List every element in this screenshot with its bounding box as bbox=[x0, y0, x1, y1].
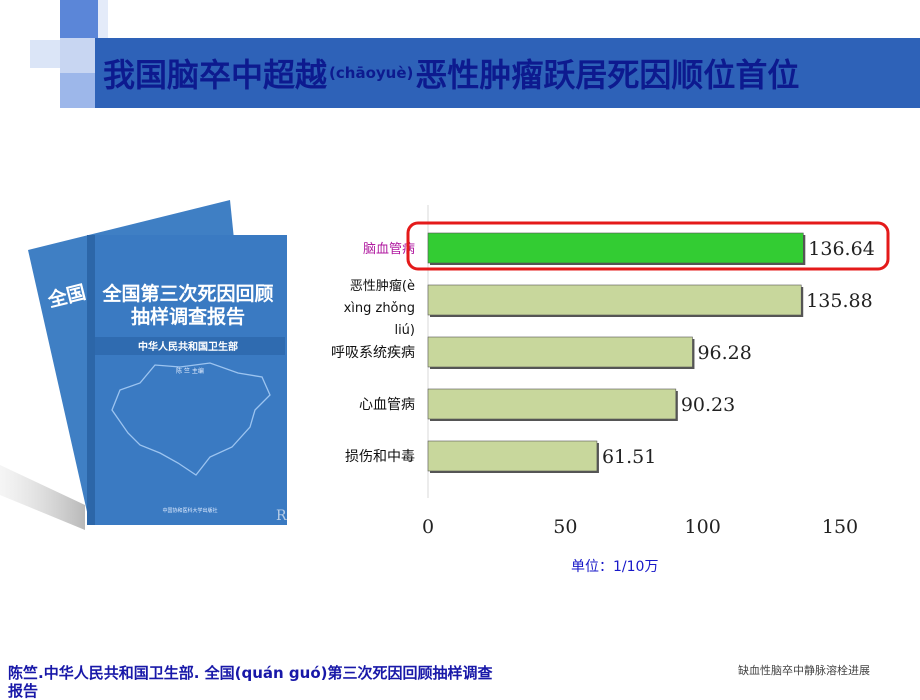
x-tick-label: 150 bbox=[822, 516, 858, 538]
bar bbox=[427, 232, 804, 264]
deco-square-2 bbox=[60, 38, 95, 73]
china-map-outline bbox=[111, 362, 271, 476]
title-main-text: 我国脑卒中超越 bbox=[103, 56, 328, 94]
category-label: 脑血管病 bbox=[363, 242, 415, 257]
deco-square-5 bbox=[60, 73, 95, 108]
citation: 陈竺.中华人民共和国卫生部. 全国(quán guó)第三次死因回顾抽样调查 报… bbox=[8, 664, 608, 700]
book-front bbox=[87, 235, 287, 525]
x-tick-label: 100 bbox=[685, 516, 721, 538]
bar bbox=[427, 336, 693, 368]
category-label-line: liú) bbox=[394, 323, 415, 338]
footer-note: 缺血性脑卒中静脉溶栓进展 bbox=[738, 664, 870, 677]
deco-square-3 bbox=[30, 40, 60, 68]
deco-square-1 bbox=[60, 0, 98, 38]
category-label: 恶性肿瘤(è xìng zhǒng liú) bbox=[344, 278, 415, 338]
book-title-line1: 全国第三次死因回顾 bbox=[101, 282, 273, 305]
book-editor: 陈 竺 主编 bbox=[176, 367, 204, 375]
x-tick-label: 0 bbox=[422, 516, 434, 538]
citation-title: 全国(quán guó)第三次死因回顾抽样调查 bbox=[204, 664, 493, 682]
data-label: 90.23 bbox=[681, 394, 735, 416]
book-press: 中国协和医科大学出版社 bbox=[162, 507, 217, 514]
title-pinyin: (chāoyuè) bbox=[329, 64, 414, 82]
x-tick-label: 50 bbox=[553, 516, 577, 538]
book-publisher: 中华人民共和国卫生部 bbox=[138, 340, 238, 353]
category-label: 损伤和中毒 bbox=[345, 449, 415, 465]
highlight-box bbox=[406, 221, 890, 271]
bar bbox=[427, 284, 802, 316]
data-label: 61.51 bbox=[602, 446, 656, 468]
category-label: 心血管病 bbox=[359, 397, 415, 413]
book-cover-image: 全国 全国第三次死因回顾 抽样调查报告 中华人民共和国卫生部 陈 竺 主编 中国… bbox=[0, 200, 287, 530]
book-corner-letter: R bbox=[276, 508, 287, 524]
data-label: 135.88 bbox=[806, 290, 872, 312]
deco-square-4 bbox=[98, 0, 108, 38]
book-spine-edge bbox=[87, 235, 95, 525]
category-label: 呼吸系统疾病 bbox=[331, 345, 415, 361]
book-band bbox=[95, 337, 285, 355]
category-label-line: 恶性肿瘤(è bbox=[350, 278, 415, 294]
unit-label: 单位：1/10万 bbox=[571, 559, 659, 575]
title-bar bbox=[95, 38, 920, 108]
title-tail-text: 恶性肿瘤跃居死因顺位首位 bbox=[415, 56, 800, 94]
category-label-line: xìng zhǒng bbox=[344, 301, 415, 316]
book-shadow bbox=[0, 465, 85, 530]
data-label: 136.64 bbox=[808, 238, 874, 260]
book-title-line2: 抽样调查报告 bbox=[131, 305, 245, 328]
citation-title-end: 报告 bbox=[8, 682, 39, 700]
bar bbox=[427, 440, 598, 472]
page-title: 我国脑卒中超越 (chāoyuè) 恶性肿瘤跃居死因顺位首位 bbox=[95, 38, 920, 108]
citation-authors: 陈竺.中华人民共和国卫生部. bbox=[8, 664, 200, 682]
bar bbox=[427, 388, 677, 420]
data-label: 96.28 bbox=[697, 342, 751, 364]
